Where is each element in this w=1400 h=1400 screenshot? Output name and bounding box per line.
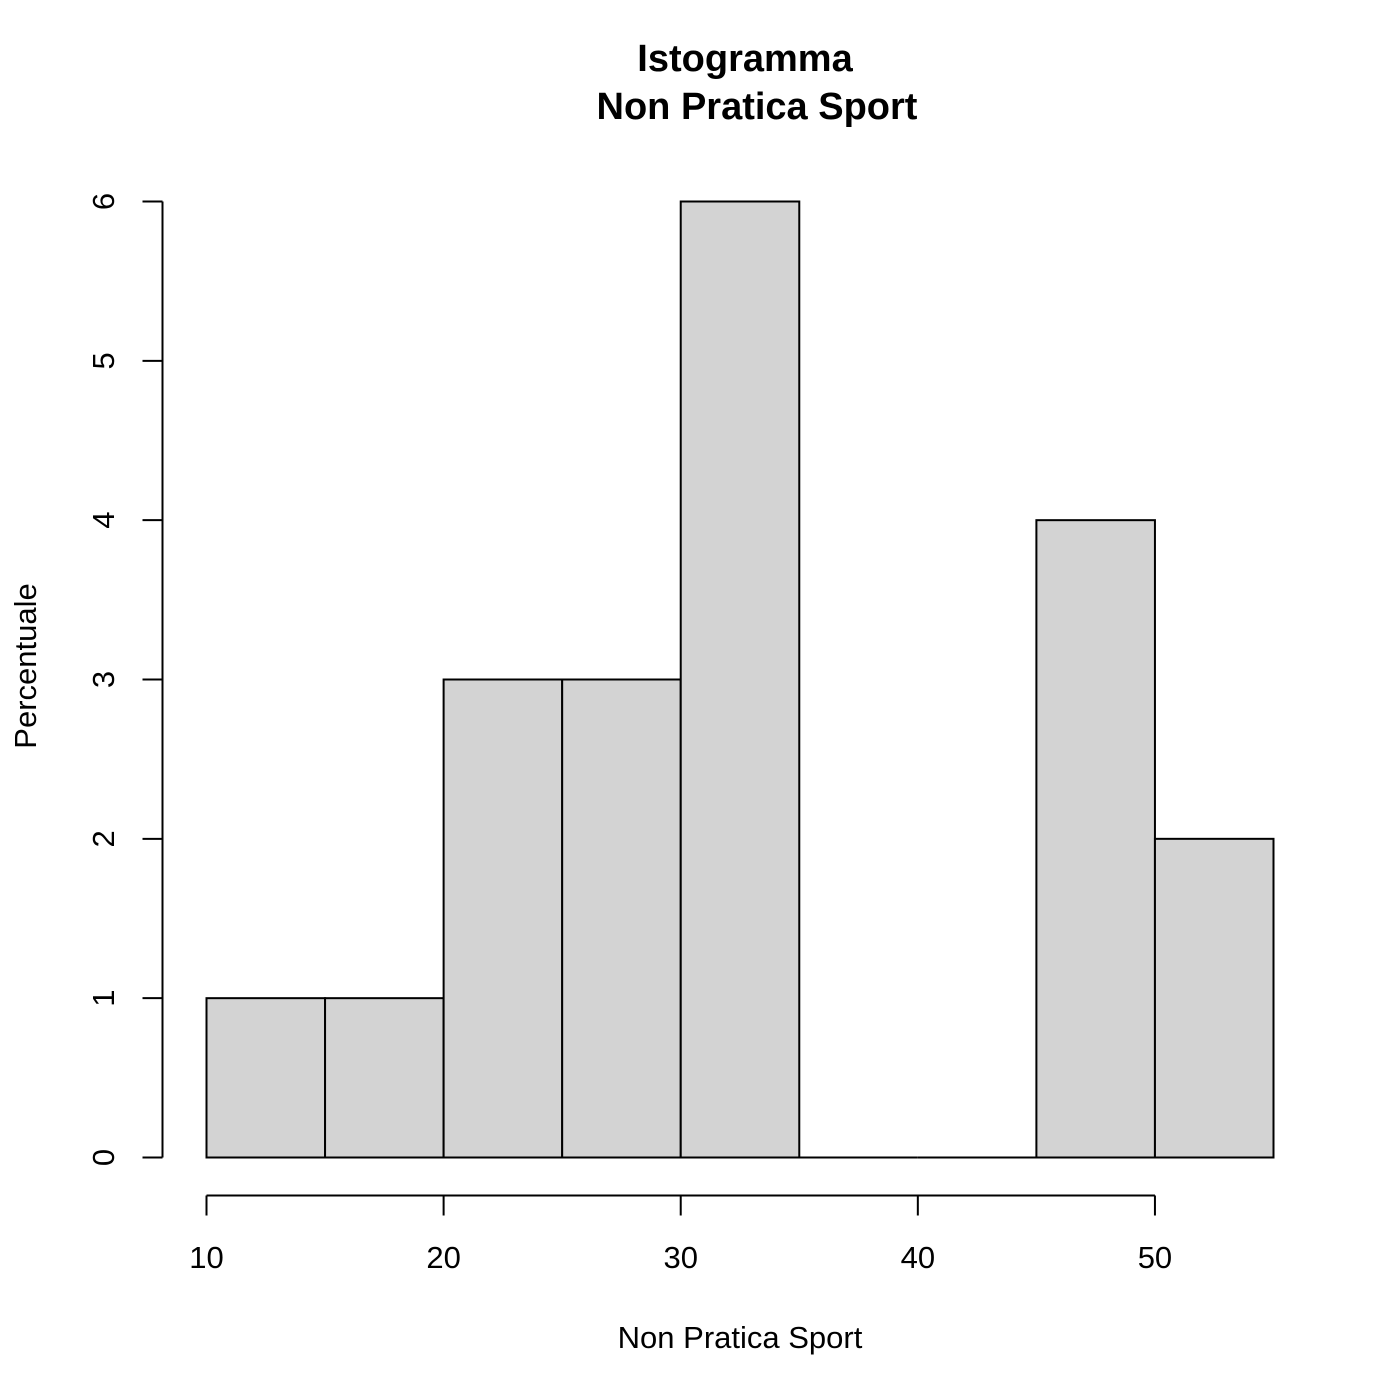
histogram-bar bbox=[1035, 519, 1156, 1159]
y-tick-label: 1 bbox=[86, 990, 121, 1007]
chart-title: Istogramma bbox=[637, 38, 853, 80]
x-tick-label: 30 bbox=[663, 1240, 697, 1275]
chart-subtitle: Non Pratica Sport bbox=[597, 86, 918, 128]
x-tick-label: 40 bbox=[901, 1240, 935, 1275]
y-axis: 0 1 2 3 4 5 6 bbox=[86, 193, 164, 1166]
histogram-bar bbox=[442, 678, 564, 1159]
y-tick-label: 6 bbox=[86, 193, 121, 210]
x-axis-label: Non Pratica Sport bbox=[618, 1320, 863, 1355]
y-tick-label: 2 bbox=[86, 830, 121, 847]
x-axis: 10 20 30 40 50 bbox=[189, 1194, 1172, 1275]
y-tick-label: 4 bbox=[86, 512, 121, 529]
x-tick-label: 50 bbox=[1138, 1240, 1172, 1275]
y-axis-label: Percentuale bbox=[8, 583, 43, 748]
histogram-bar bbox=[205, 997, 327, 1159]
y-tick-label: 5 bbox=[86, 352, 121, 369]
bars-group bbox=[205, 200, 1275, 1159]
histogram-bar bbox=[1153, 837, 1275, 1159]
x-tick-label: 20 bbox=[426, 1240, 460, 1275]
histogram-bar bbox=[679, 200, 801, 1159]
y-tick-label: 3 bbox=[86, 671, 121, 688]
histogram-bar bbox=[324, 997, 445, 1159]
x-tick-label: 10 bbox=[189, 1240, 223, 1275]
y-tick-label: 0 bbox=[86, 1149, 121, 1166]
histogram-bar bbox=[561, 678, 682, 1159]
